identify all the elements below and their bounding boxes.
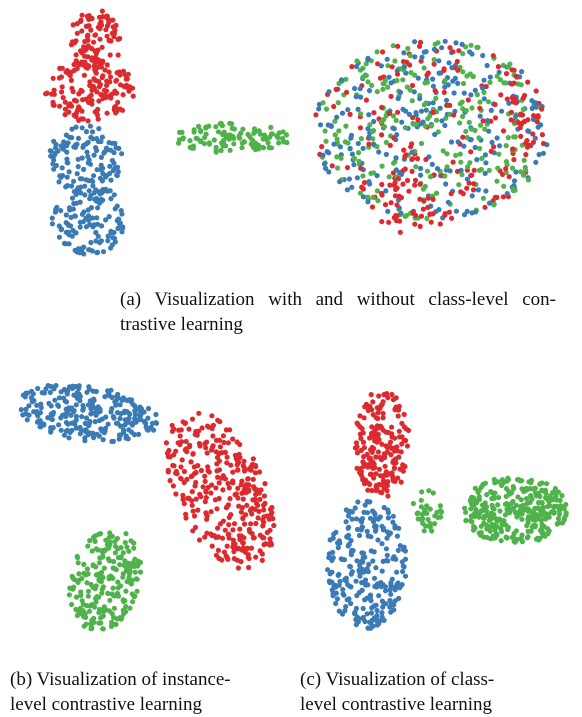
caption-line: level contrastive learning [300, 694, 493, 715]
caption-c: (c) Visualization of class- level contra… [300, 667, 494, 717]
caption-a: (a) Visualization with and without class… [120, 287, 556, 337]
caption-line: level contrastive learning [10, 694, 203, 715]
scatter-points [18, 8, 569, 632]
caption-line: (a) Visualization with and without class… [120, 289, 556, 310]
caption-line: trastive learning [120, 314, 243, 335]
caption-line: (c) Visualization of class- [300, 669, 495, 690]
caption-b: (b) Visualization of instance- level con… [10, 667, 231, 717]
caption-line: (b) Visualization of instance- [10, 669, 231, 690]
